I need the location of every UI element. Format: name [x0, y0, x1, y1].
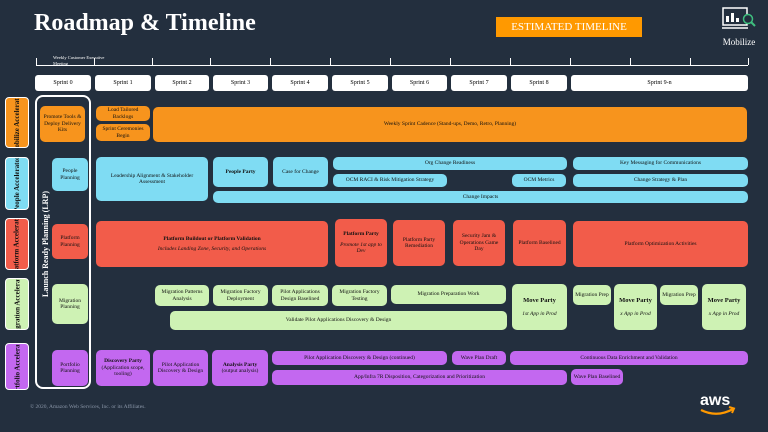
lane-platform: Platform Accelerator [5, 218, 29, 270]
factory-deployment-box: Migration Factory Deployment [213, 285, 268, 306]
platform-planning-box: Platform Planning [52, 224, 88, 259]
sprint-4-header: Sprint 4 [272, 75, 328, 91]
pilot-discovery-box: Pilot Application Discovery & Design [153, 350, 208, 386]
migration-prep-1-box: Migration Prep [573, 285, 611, 305]
sprint-1-header: Sprint 1 [95, 75, 151, 91]
timeline-tick [748, 58, 749, 65]
platform-remediation-box: Platform Party Remediation [393, 220, 445, 266]
timeline-tick [630, 58, 631, 65]
aws-logo: aws [695, 388, 743, 418]
migration-planning-box: Migration Planning [52, 284, 88, 324]
pilot-continued-box: Pilot Application Discovery & Design (co… [272, 351, 447, 365]
timeline-tick [690, 58, 691, 65]
ocm-metrics-box: OCM Metrics [512, 174, 566, 187]
migration-patterns-box: Migration Patterns Analysis [155, 285, 209, 306]
people-party-box: People Party [213, 157, 268, 187]
move-party-first-box: Move Party 1st App in Prod [512, 284, 567, 330]
platform-party-subtitle: Promote 1st app to Dev [340, 241, 382, 255]
portfolio-planning-box: Portfolio Planning [52, 350, 88, 386]
validate-pilot-box: Validate Pilot Applications Discovery & … [170, 311, 507, 330]
load-backlogs-box: Load Tailored Backlogs [96, 106, 150, 121]
timeline-tick [36, 58, 37, 65]
factory-testing-box: Migration Factory Testing [332, 285, 387, 306]
move-party-third-subtitle: x App in Prod [708, 310, 740, 317]
preparation-work-box: Migration Preparation Work [391, 285, 506, 304]
weekly-cadence-box: Weekly Sprint Cadence (Stand-ups, Demo, … [153, 107, 747, 142]
continuous-enrichment-box: Continuous Data Enrichment and Validatio… [510, 351, 748, 365]
analysis-party-subtitle: (output analysis) [221, 368, 259, 374]
analysis-party-title: Analysis Party [222, 361, 258, 368]
timeline-tick [270, 58, 271, 65]
lane-migration: Migration Accelerator [5, 278, 29, 330]
timeline-axis [36, 65, 748, 66]
sprint-9-n-header: Sprint 9-n [571, 75, 748, 91]
wave-plan-draft-box: Wave Plan Draft [452, 351, 506, 365]
lane-mobilize: Mobilize Accelerator [5, 97, 29, 148]
lane-portfolio: Portfolio Accelerator [5, 343, 29, 390]
mobilize-label: Mobilize [722, 37, 756, 47]
people-planning-box: People Planning [52, 158, 88, 191]
org-change-readiness-box: Org Change Readiness [333, 157, 567, 170]
leadership-alignment-box: Leadership Alignment & Stakeholder Asses… [96, 157, 208, 201]
sprint-2-header: Sprint 2 [155, 75, 209, 91]
discovery-party-box: Discovery Party (Application scope, tool… [96, 350, 150, 386]
ocm-raci-box: OCM RACI & Risk Mitigation Strategy [333, 174, 447, 187]
case-for-change-box: Case for Change [273, 157, 328, 187]
promote-tools-box: Promote Tools & Deploy Delivery Kits [40, 106, 85, 142]
move-party-second-title: Move Party [619, 297, 652, 304]
sprint-0-header: Sprint 0 [35, 75, 91, 91]
timeline-tick [330, 58, 331, 65]
app-infra-disposition-box: App/Infra 7R Disposition, Categorization… [272, 370, 567, 385]
sprint-3-header: Sprint 3 [213, 75, 268, 91]
platform-baselined-box: Platform Baselined [513, 220, 566, 266]
mobilize-icon [722, 7, 756, 31]
move-party-third-title: Move Party [707, 297, 741, 304]
lrp-label: Launch Ready Planning (LRP) [40, 190, 50, 298]
timeline-tick [152, 58, 153, 65]
platform-party-title: Platform Party [343, 231, 379, 238]
move-party-second-box: Move Party x App in Prod [614, 284, 657, 330]
change-strategy-box: Change Strategy & Plan [573, 174, 748, 187]
executive-meeting-note: Weekly Customer Executive Meeting [53, 55, 105, 66]
change-impacts-box: Change Impacts [213, 191, 748, 203]
lane-people: People Accelerator [5, 157, 29, 210]
migration-prep-2-box: Migration Prep [660, 285, 698, 305]
copyright-text: © 2020, Amazon Web Services, Inc. or its… [30, 404, 146, 410]
timeline-tick [510, 58, 511, 65]
platform-buildout-title: Platform Buildout or Platform Validation [163, 235, 261, 242]
timeline-tick [94, 58, 95, 65]
key-messaging-box: Key Messaging for Communications [573, 157, 748, 170]
timeline-tick [390, 58, 391, 65]
sprint-5-header: Sprint 5 [332, 75, 388, 91]
move-party-third-box: Move Party x App in Prod [702, 284, 746, 330]
sprint-8-header: Sprint 8 [511, 75, 567, 91]
svg-text:aws: aws [700, 392, 730, 409]
discovery-party-subtitle: (Application scope, tooling) [101, 364, 145, 378]
timeline-tick [450, 58, 451, 65]
estimated-timeline-badge: ESTIMATED TIMELINE [496, 17, 642, 37]
wave-plan-baselined-box: Wave Plan Baselined [571, 369, 623, 385]
move-party-first-subtitle: 1st App in Prod [522, 310, 557, 317]
platform-optimization-box: Platform Optimization Activities [573, 221, 748, 267]
sprint-6-header: Sprint 6 [392, 75, 447, 91]
sprint-ceremonies-box: Sprint Ceremonies Begin [96, 124, 150, 141]
platform-buildout-box: Platform Buildout or Platform Validation… [96, 221, 328, 267]
page-title: Roadmap & Timeline [34, 10, 256, 36]
platform-buildout-subtitle: Includes Landing Zone, Security, and Ope… [157, 246, 267, 252]
discovery-party-title: Discovery Party [104, 358, 142, 365]
pilot-design-baselined-box: Pilot Applications Design Baselined [272, 285, 328, 306]
analysis-party-box: Analysis Party (output analysis) [212, 350, 268, 386]
timeline-tick [210, 58, 211, 65]
platform-party-box: Platform Party Promote 1st app to Dev [335, 219, 387, 267]
timeline-tick [570, 58, 571, 65]
lrp-frame [35, 95, 91, 389]
move-party-second-subtitle: x App in Prod [620, 310, 651, 317]
security-jam-box: Security Jam & Operations Game Day [453, 220, 505, 266]
move-party-first-title: Move Party [523, 297, 556, 304]
sprint-7-header: Sprint 7 [451, 75, 507, 91]
